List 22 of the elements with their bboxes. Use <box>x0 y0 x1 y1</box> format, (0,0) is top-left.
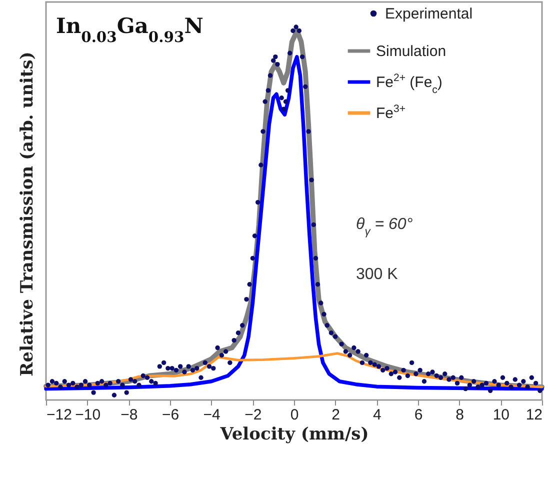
legend-label: Simulation <box>376 43 446 60</box>
x-axis-title: Velocity (mm/s) <box>219 424 369 444</box>
x-tick-label: 0 <box>290 406 299 424</box>
chart-title: In$_{0.03}$Ga$_{0.93}$N <box>56 13 204 46</box>
x-tick-label: 10 <box>492 406 510 424</box>
legend-label: Fe$^{2+}$ (Fe$_{c}$) <box>376 72 442 96</box>
x-tick-label: 12 <box>526 406 542 424</box>
annotation: θ$_{γ}$ = 60° <box>356 216 414 238</box>
y-axis-title: Relative Transmission (arb. units) <box>18 52 38 376</box>
x-tick-label: −2 <box>244 406 262 424</box>
x-tick-label: −12 <box>46 406 72 424</box>
x-tick-label: −8 <box>120 406 138 424</box>
legend-label: Fe$^{3+}$ <box>376 103 406 122</box>
legend-label: Experimental <box>385 6 473 22</box>
annotation: 300 K <box>356 266 398 283</box>
x-tick-label: −6 <box>162 406 180 424</box>
x-tick-label: 4 <box>372 406 382 424</box>
x-tick-label: 6 <box>414 406 423 424</box>
x-tick-label: −10 <box>75 406 101 424</box>
x-tick-label: 8 <box>456 406 464 424</box>
x-tick-label: 2 <box>332 406 340 424</box>
x-tick-label: −4 <box>203 406 220 424</box>
